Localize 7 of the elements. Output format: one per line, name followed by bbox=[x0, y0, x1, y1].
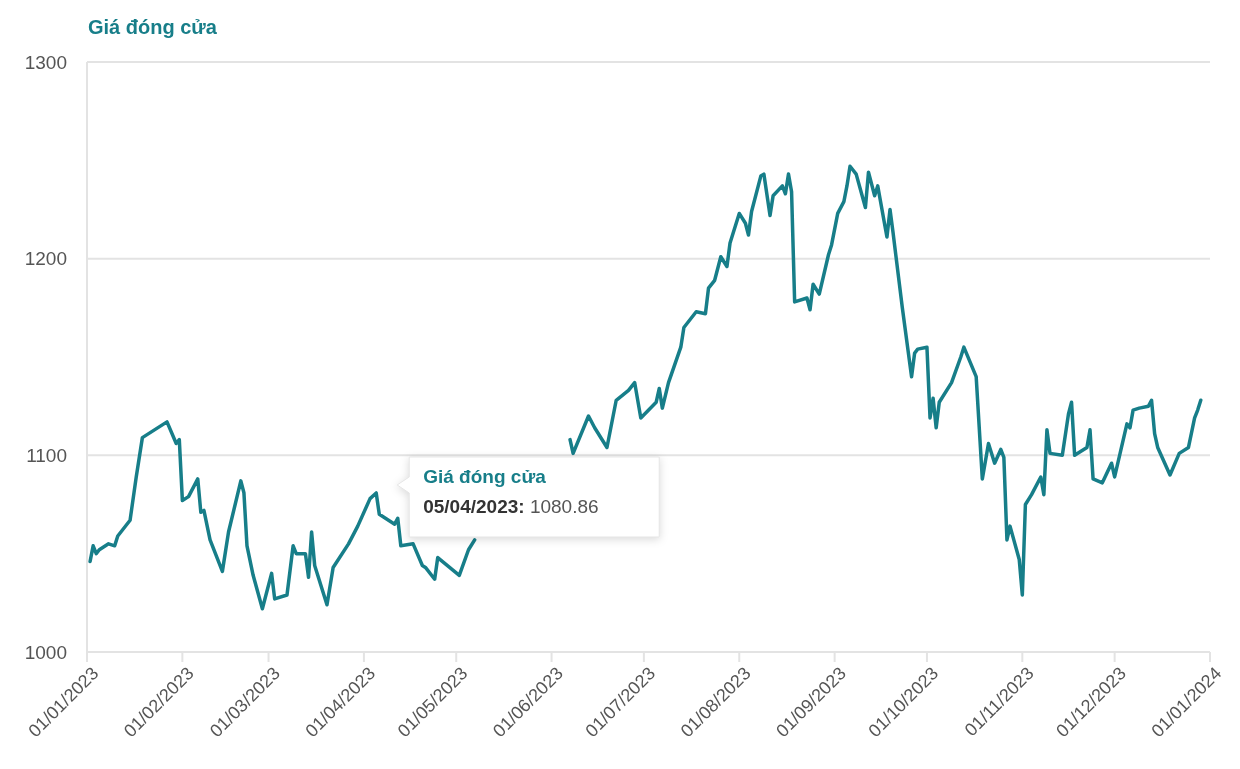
y-tick-label: 1300 bbox=[24, 51, 67, 73]
chart-title: Giá đóng cửa bbox=[88, 16, 218, 38]
y-tick-label: 1200 bbox=[24, 248, 67, 270]
y-tick-label: 1000 bbox=[24, 641, 67, 663]
annotation: 05/04/2023: 1080.86 bbox=[423, 495, 599, 517]
annotation: Giá đóng cửa bbox=[423, 465, 547, 487]
y-tick-label: 1100 bbox=[26, 444, 67, 466]
